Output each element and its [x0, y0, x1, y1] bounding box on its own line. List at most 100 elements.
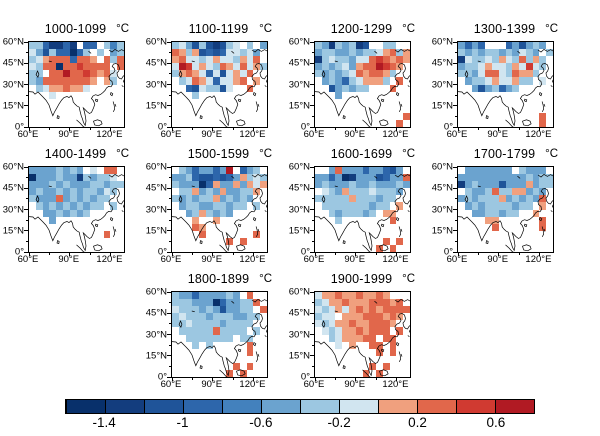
grid-cell — [376, 299, 383, 306]
grid-cell — [240, 77, 247, 85]
grid-cell — [56, 70, 63, 77]
y-major-tick — [167, 291, 171, 293]
grid-cell — [329, 313, 335, 320]
grid-cell — [342, 70, 349, 77]
grid-cell — [220, 202, 226, 210]
grid-cell — [179, 306, 186, 313]
grid-cell — [329, 202, 335, 210]
x-tick-label: 90°E — [344, 129, 366, 140]
y-minor-tick — [311, 73, 314, 75]
grid-cell — [342, 85, 349, 92]
grid-cell — [335, 42, 342, 49]
grid-cell — [186, 188, 192, 195]
grid-cell — [506, 202, 512, 210]
grid-cell — [247, 335, 253, 342]
grid-cell — [315, 63, 322, 70]
grid-cell — [369, 299, 376, 306]
map-area: 60°N 45°N 30°N 15°N 0° — [144, 287, 268, 383]
grid-cell — [56, 174, 63, 181]
y-major-tick — [310, 105, 314, 107]
grid-cell — [396, 327, 403, 335]
grid-cell — [186, 167, 192, 174]
grid-cell — [172, 299, 179, 306]
y-tick-label: 15°N — [288, 225, 310, 237]
grid-cell — [349, 195, 356, 202]
x-minor-tick — [375, 252, 377, 255]
grid-cell — [478, 202, 485, 210]
grid-cell — [247, 70, 253, 77]
y-tick-label: 60°N — [145, 161, 167, 173]
map-area: 60°N 45°N 30°N 15°N 0° — [287, 37, 411, 133]
grid-cell — [390, 181, 396, 188]
grid-cell — [356, 85, 363, 92]
grid-cell — [240, 335, 247, 342]
y-tick-label: 60°N — [288, 36, 310, 48]
y-major-tick — [167, 230, 171, 232]
grid-cell — [329, 63, 335, 70]
y-minor-tick — [168, 115, 171, 117]
grid-cell — [369, 292, 376, 299]
panel-title: 1500-1599 °C — [171, 145, 272, 166]
grid-cell — [369, 63, 376, 70]
x-tick-label: 120°E — [239, 254, 266, 265]
grid-cell — [335, 217, 342, 224]
grid-cell — [63, 167, 70, 174]
grid-cell — [77, 167, 83, 174]
grid-cell — [349, 49, 356, 56]
grid-cell — [499, 49, 506, 56]
y-minor-tick — [311, 219, 314, 221]
grid-cell — [90, 188, 97, 195]
grid-cell — [179, 174, 186, 181]
grid-cell — [512, 202, 519, 210]
grid-cell — [213, 188, 220, 195]
grid-cell — [322, 327, 329, 335]
grid-cell — [526, 70, 533, 77]
grid-cell — [83, 181, 90, 188]
grid-cell — [247, 342, 253, 349]
grid-cell — [396, 202, 403, 210]
grid-cell — [478, 210, 485, 217]
grid-cell — [192, 335, 199, 342]
grid-cell — [29, 188, 36, 195]
grid-cell — [390, 167, 396, 174]
grid-cell — [539, 120, 546, 127]
x-tick-label: 60°E — [446, 254, 468, 265]
grid-cell — [396, 77, 403, 85]
grid-cell — [49, 70, 56, 77]
grid-cell — [49, 63, 56, 70]
x-major-tick — [252, 127, 254, 131]
grid-cell — [179, 56, 186, 63]
x-major-tick — [314, 377, 316, 381]
grid-cell — [506, 70, 512, 77]
grid-cell — [186, 70, 192, 77]
grid-cell — [499, 63, 506, 70]
grid-cell — [322, 292, 329, 299]
x-major-tick — [212, 127, 214, 131]
grid-cell — [220, 181, 226, 188]
grid-cell — [492, 77, 499, 85]
grid-cell — [363, 202, 369, 210]
grid-cell — [356, 56, 363, 63]
grid-cell — [485, 77, 492, 85]
map-plot — [167, 291, 268, 381]
x-tick-label: 90°E — [344, 379, 366, 390]
grid-cell — [247, 174, 253, 181]
grid-cell — [376, 188, 383, 195]
x-tick-label: 120°E — [239, 379, 266, 390]
grid-cell — [56, 63, 63, 70]
y-minor-tick — [311, 365, 314, 367]
grid-cell — [199, 56, 206, 63]
y-tick-label: 15°N — [145, 100, 167, 112]
grid-cell — [63, 77, 70, 85]
x-tick-label: 120°E — [96, 254, 123, 265]
grid-cell — [199, 195, 206, 202]
colorbar-segment — [261, 400, 300, 413]
grid-cell — [335, 202, 342, 210]
x-minor-tick — [334, 377, 336, 380]
grid-cell — [36, 49, 43, 56]
grid-cell — [49, 174, 56, 181]
grid-cell — [56, 49, 63, 56]
grid-cell — [63, 49, 70, 56]
x-tick-label: 120°E — [525, 129, 552, 140]
grid-cell — [506, 42, 512, 49]
